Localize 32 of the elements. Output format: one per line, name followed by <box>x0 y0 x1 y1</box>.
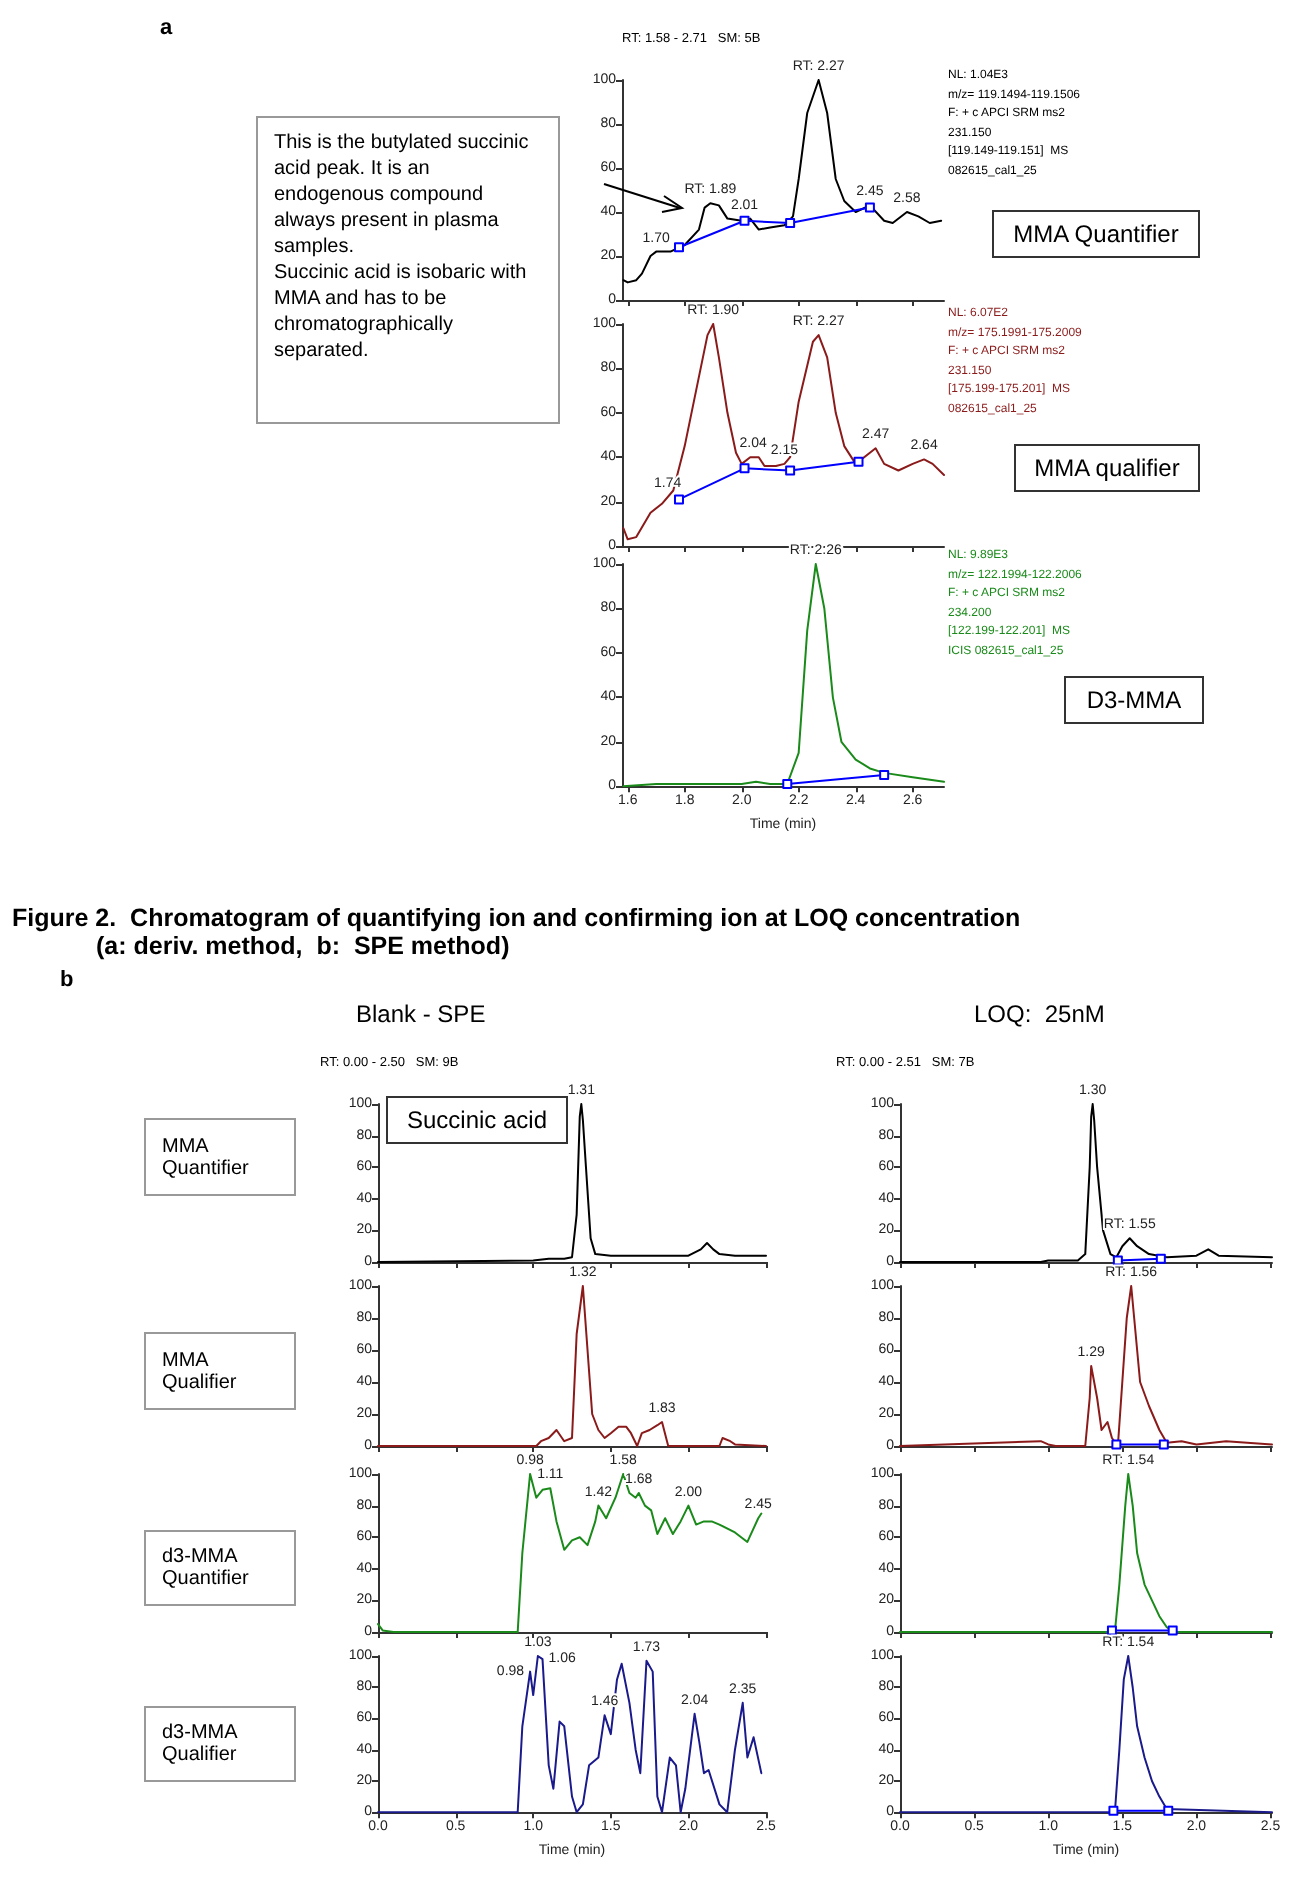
point <box>673 494 684 505</box>
text: Blank - SPE <box>356 1000 486 1028</box>
line-series <box>622 563 945 788</box>
text: b <box>60 968 74 992</box>
text: This is the butylated succinic acid peak. It is an endogenous compound always present in plasma samples. Succinic acid is isobaric with MMA and has to be chromatographically separated. <box>274 132 529 362</box>
annotation: Succinic acid <box>386 1096 568 1144</box>
line-series <box>622 323 945 541</box>
line-series <box>899 1473 1273 1633</box>
text: a <box>160 16 173 40</box>
point <box>739 215 750 226</box>
point <box>739 463 750 474</box>
point <box>785 465 796 476</box>
line-series <box>899 1285 1273 1447</box>
line-series <box>377 1655 763 1814</box>
line-series <box>377 1103 767 1263</box>
point <box>673 242 684 253</box>
line-series <box>899 1103 1273 1263</box>
line-series <box>899 1655 1273 1814</box>
text: MMA Quantifier <box>992 210 1200 258</box>
text: d3-MMA Qualifier <box>144 1706 296 1782</box>
point <box>853 456 864 467</box>
point <box>864 202 875 213</box>
caption: Figure 2. Chromatogram of quantifying ion and confirming ion at LOQ concentration (a: deriv. method, b: SPE method) <box>12 904 1021 960</box>
text: MMA Qualifier <box>144 1332 296 1410</box>
text: d3-MMA Quantifier <box>144 1530 296 1606</box>
point <box>785 218 796 228</box>
line-series <box>377 1285 767 1447</box>
text: LOQ: 25nM <box>974 1000 1105 1028</box>
line-series <box>622 79 943 284</box>
text: MMA qualifier <box>1014 444 1200 492</box>
text: D3-MMA <box>1064 676 1204 724</box>
text: MMA Quantifier <box>144 1118 296 1196</box>
